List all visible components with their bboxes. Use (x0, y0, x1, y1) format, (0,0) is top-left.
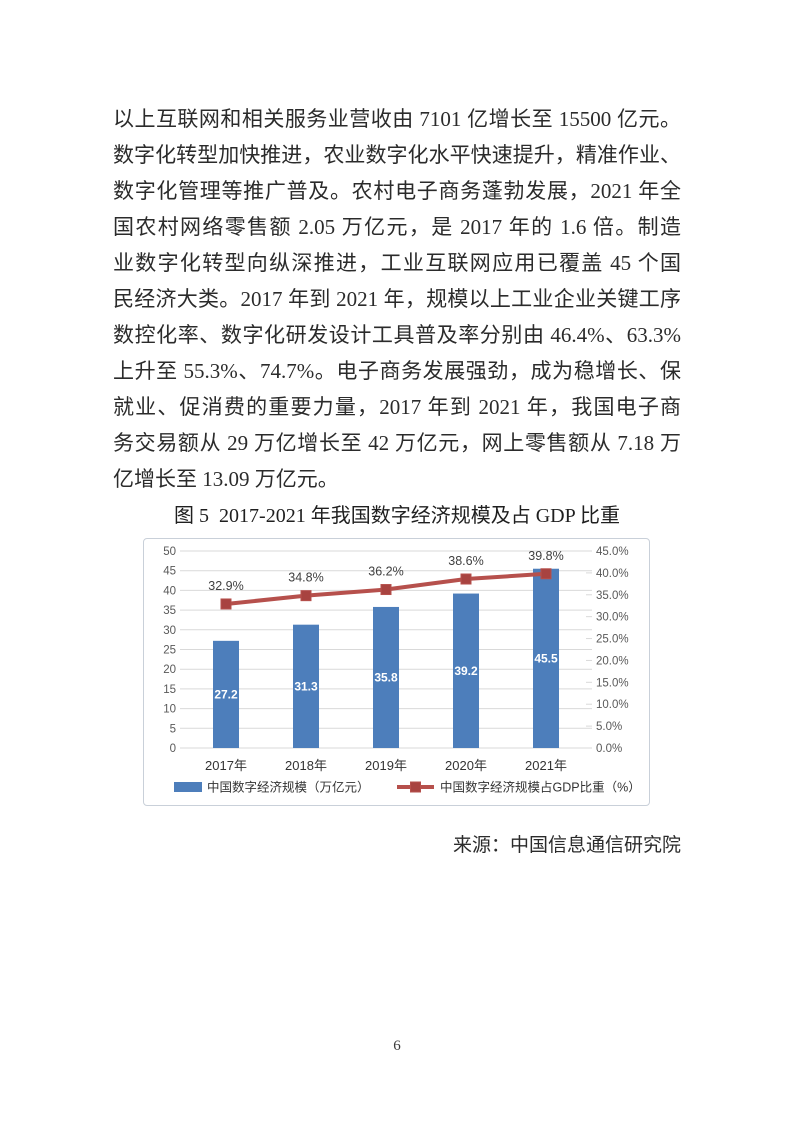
paragraph-line: 就业、促消费的重要力量，2017 年到 2021 年，我国电子商 (113, 395, 681, 419)
line-marker-2019年 (380, 584, 392, 596)
right-axis-tick-label: 35.0% (596, 590, 629, 602)
line-marker-2017年 (220, 598, 232, 610)
legend-line-marker (410, 781, 421, 793)
x-axis-label: 2019年 (365, 758, 407, 773)
right-axis-tick-label: 10.0% (596, 699, 629, 711)
right-axis-tick-label: 40.0% (596, 568, 629, 580)
line-value-label: 36.2% (368, 565, 403, 579)
line-value-label: 32.9% (208, 579, 243, 593)
paragraph-line: 数控化率、数字化研发设计工具普及率分别由 46.4%、63.3% (113, 323, 681, 347)
legend-bar-swatch (174, 782, 202, 792)
combo-chart: 0 5 10 15 20 25 30 35 40 45 50 0.0% 5.0% 10.0% 15.0% 20… (163, 546, 641, 795)
bar-value-label: 27.2 (214, 687, 238, 701)
bar-2021年 (533, 568, 559, 748)
bar-value-label: 45.5 (534, 651, 558, 665)
chart-container: 0 5 10 15 20 25 30 35 40 45 50 0.0% 5.0% 10.0% 15.0% 20… (143, 538, 650, 806)
left-axis-tick-label: 10 (163, 704, 176, 716)
line-marker-2021年 (540, 568, 552, 580)
paragraph-line: 数字化转型加快推进，农业数字化水平快速提升，精准作业、 (113, 143, 681, 167)
paragraph-line: 业数字化转型向纵深推进，工业互联网应用已覆盖 45 个国 (113, 251, 681, 275)
bar-value-label: 39.2 (454, 664, 478, 678)
figure-caption: 图 5 2017-2021 年我国数字经济规模及占 GDP 比重 (174, 505, 620, 527)
paragraph-line: 上升至 55.3%、74.7%。电子商务发展强劲，成为稳增长、保 (113, 359, 681, 383)
x-axis-label: 2020年 (445, 758, 487, 773)
legend-bar-label: 中国数字经济规模（万亿元） (207, 780, 370, 795)
x-axis-label: 2018年 (285, 758, 327, 773)
right-axis-tick-label: 5.0% (596, 721, 622, 733)
right-axis-tick-label: 15.0% (596, 677, 629, 689)
right-axis-tick-label: 25.0% (596, 634, 629, 646)
x-axis-label: 2021年 (525, 758, 567, 773)
source-note: 来源：中国信息通信研究院 (452, 835, 681, 856)
bar-2019年 (373, 606, 399, 748)
left-axis-tick-label: 40 (163, 585, 176, 597)
bar-2020年 (453, 593, 479, 748)
left-axis-tick-label: 25 (163, 645, 176, 657)
bar-value-label: 31.3 (294, 679, 318, 693)
right-axis-tick-label: 45.0% (596, 546, 629, 558)
left-axis-tick-label: 0 (170, 743, 176, 755)
line-marker-2020年 (460, 573, 472, 585)
legend-line-label: 中国数字经济规模占GDP比重（%） (440, 780, 641, 795)
line-value-label: 34.8% (288, 571, 323, 585)
left-axis-tick-label: 20 (163, 664, 176, 676)
body-paragraph: 以上互联网和相关服务业营收由 7101 亿增长至 15500 亿元。 数字化转型… (113, 101, 681, 497)
line-value-label: 38.6% (448, 554, 483, 568)
left-axis-tick-label: 5 (170, 723, 176, 735)
paragraph-line: 务交易额从 29 万亿增长至 42 万亿元，网上零售额从 7.18 万 (113, 431, 681, 455)
right-axis-tick-label: 20.0% (596, 655, 629, 667)
bar-2017年 (213, 640, 239, 748)
paragraph-line: 以上互联网和相关服务业营收由 7101 亿增长至 15500 亿元。 (113, 107, 681, 131)
line-marker-2018年 (300, 590, 312, 602)
page-number: 6 (393, 1038, 401, 1054)
bar-value-label: 35.8 (374, 670, 398, 684)
bar-2018年 (293, 624, 319, 748)
left-axis-tick-label: 15 (163, 684, 176, 696)
left-axis-tick-label: 50 (163, 546, 176, 558)
left-axis-tick-label: 45 (163, 566, 176, 578)
paragraph-line: 国农村网络零售额 2.05 万亿元，是 2017 年的 1.6 倍。制造 (113, 215, 681, 239)
right-axis-tick-label: 30.0% (596, 612, 629, 624)
paragraph-line: 民经济大类。2017 年到 2021 年，规模以上工业企业关键工序 (113, 287, 681, 311)
paragraph-line: 数字化管理等推广普及。农村电子商务蓬勃发展，2021 年全 (113, 179, 681, 203)
left-axis-tick-label: 35 (163, 605, 176, 617)
x-axis-label: 2017年 (205, 758, 247, 773)
right-axis-tick-label: 0.0% (596, 743, 622, 755)
line-value-label: 39.8% (528, 549, 563, 563)
left-axis-tick-label: 30 (163, 625, 176, 637)
paragraph-line: 亿增长至 13.09 万亿元。 (113, 467, 339, 491)
